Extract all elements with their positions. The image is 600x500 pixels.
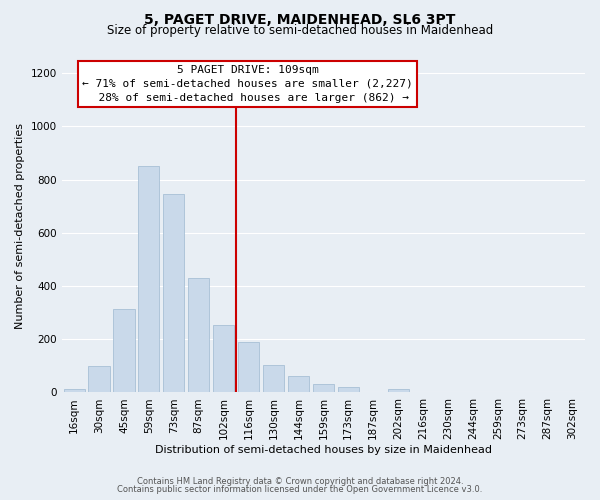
Bar xyxy=(338,387,359,392)
Bar xyxy=(163,194,184,392)
Bar xyxy=(288,376,309,392)
Text: 5, PAGET DRIVE, MAIDENHEAD, SL6 3PT: 5, PAGET DRIVE, MAIDENHEAD, SL6 3PT xyxy=(145,12,455,26)
Text: Size of property relative to semi-detached houses in Maidenhead: Size of property relative to semi-detach… xyxy=(107,24,493,37)
Bar xyxy=(238,342,259,392)
Text: Contains public sector information licensed under the Open Government Licence v3: Contains public sector information licen… xyxy=(118,485,482,494)
Bar xyxy=(263,364,284,392)
Bar xyxy=(64,388,85,392)
Bar xyxy=(313,384,334,392)
Bar xyxy=(213,324,234,392)
Bar xyxy=(113,308,134,392)
X-axis label: Distribution of semi-detached houses by size in Maidenhead: Distribution of semi-detached houses by … xyxy=(155,445,492,455)
Text: Contains HM Land Registry data © Crown copyright and database right 2024.: Contains HM Land Registry data © Crown c… xyxy=(137,477,463,486)
Bar xyxy=(388,388,409,392)
Bar xyxy=(88,366,110,392)
Y-axis label: Number of semi-detached properties: Number of semi-detached properties xyxy=(15,123,25,329)
Text: 5 PAGET DRIVE: 109sqm
← 71% of semi-detached houses are smaller (2,227)
  28% of: 5 PAGET DRIVE: 109sqm ← 71% of semi-deta… xyxy=(82,65,413,103)
Bar xyxy=(138,166,160,392)
Bar xyxy=(188,278,209,392)
